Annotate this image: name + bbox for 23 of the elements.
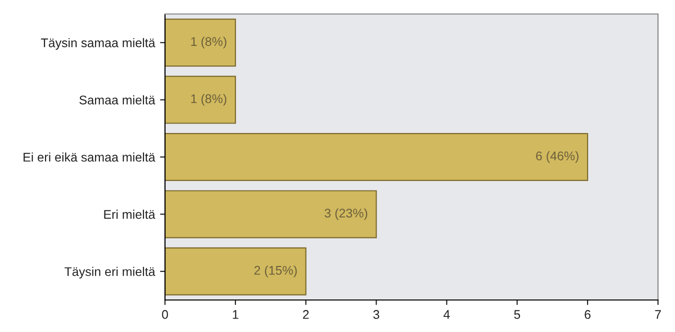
x-tick-label: 7 <box>655 310 661 319</box>
x-tick-label: 2 <box>303 310 309 319</box>
y-tick-label: Ei eri eikä samaa mieltä <box>24 152 156 162</box>
x-tick-label: 1 <box>232 310 238 319</box>
data-label: 1 (8%) <box>191 36 226 48</box>
bar <box>165 190 377 238</box>
bar <box>165 76 236 124</box>
y-tick-label: Täysin eri mieltä <box>64 266 156 279</box>
data-label: 6 (46%) <box>536 151 578 163</box>
bar <box>165 132 588 182</box>
y-tick-label: Eri mieltä <box>104 210 156 219</box>
data-label: 2 (15%) <box>254 266 297 278</box>
bar <box>165 18 236 67</box>
x-tick-label: 3 <box>373 310 380 319</box>
x-tick-label: 4 <box>444 310 450 319</box>
y-tick-label: Täysin samaa mieltä <box>40 38 156 50</box>
x-tick-label: 5 <box>514 310 520 319</box>
bar <box>165 247 306 296</box>
data-label: 1 (8%) <box>191 94 226 106</box>
x-tick-label: 0 <box>162 310 168 319</box>
y-tick-label: Samaa mieltä <box>79 95 156 104</box>
x-tick-label: 6 <box>584 310 590 319</box>
data-label: 3 (23%) <box>324 208 368 220</box>
